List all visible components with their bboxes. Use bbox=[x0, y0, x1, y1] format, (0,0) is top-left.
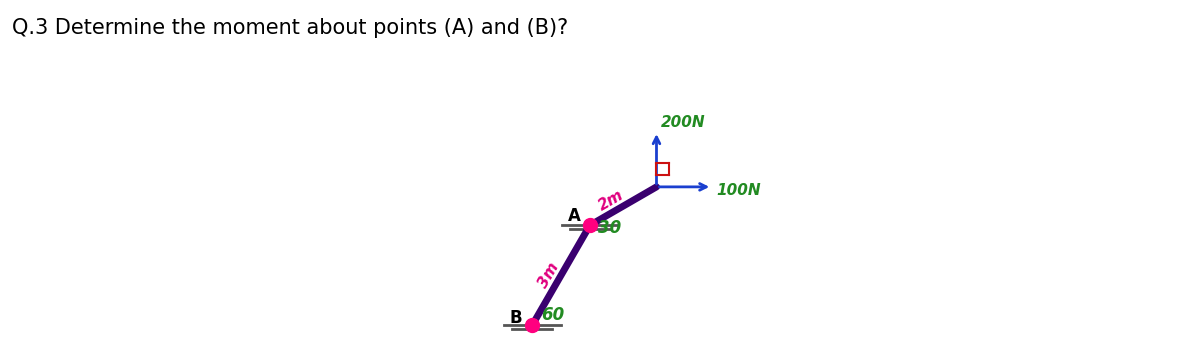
Text: Q.3 Determine the moment about points (A) and (B)?: Q.3 Determine the moment about points (A… bbox=[12, 18, 569, 38]
Text: 60: 60 bbox=[541, 306, 564, 324]
Text: 30: 30 bbox=[598, 220, 622, 237]
Text: B: B bbox=[510, 309, 522, 327]
Text: A: A bbox=[568, 207, 581, 225]
Text: 2m: 2m bbox=[596, 187, 626, 213]
Point bbox=[581, 222, 600, 228]
Point bbox=[522, 322, 541, 328]
Text: 3m: 3m bbox=[535, 260, 562, 291]
Text: 200N: 200N bbox=[660, 115, 706, 130]
Text: 100N: 100N bbox=[716, 183, 761, 198]
